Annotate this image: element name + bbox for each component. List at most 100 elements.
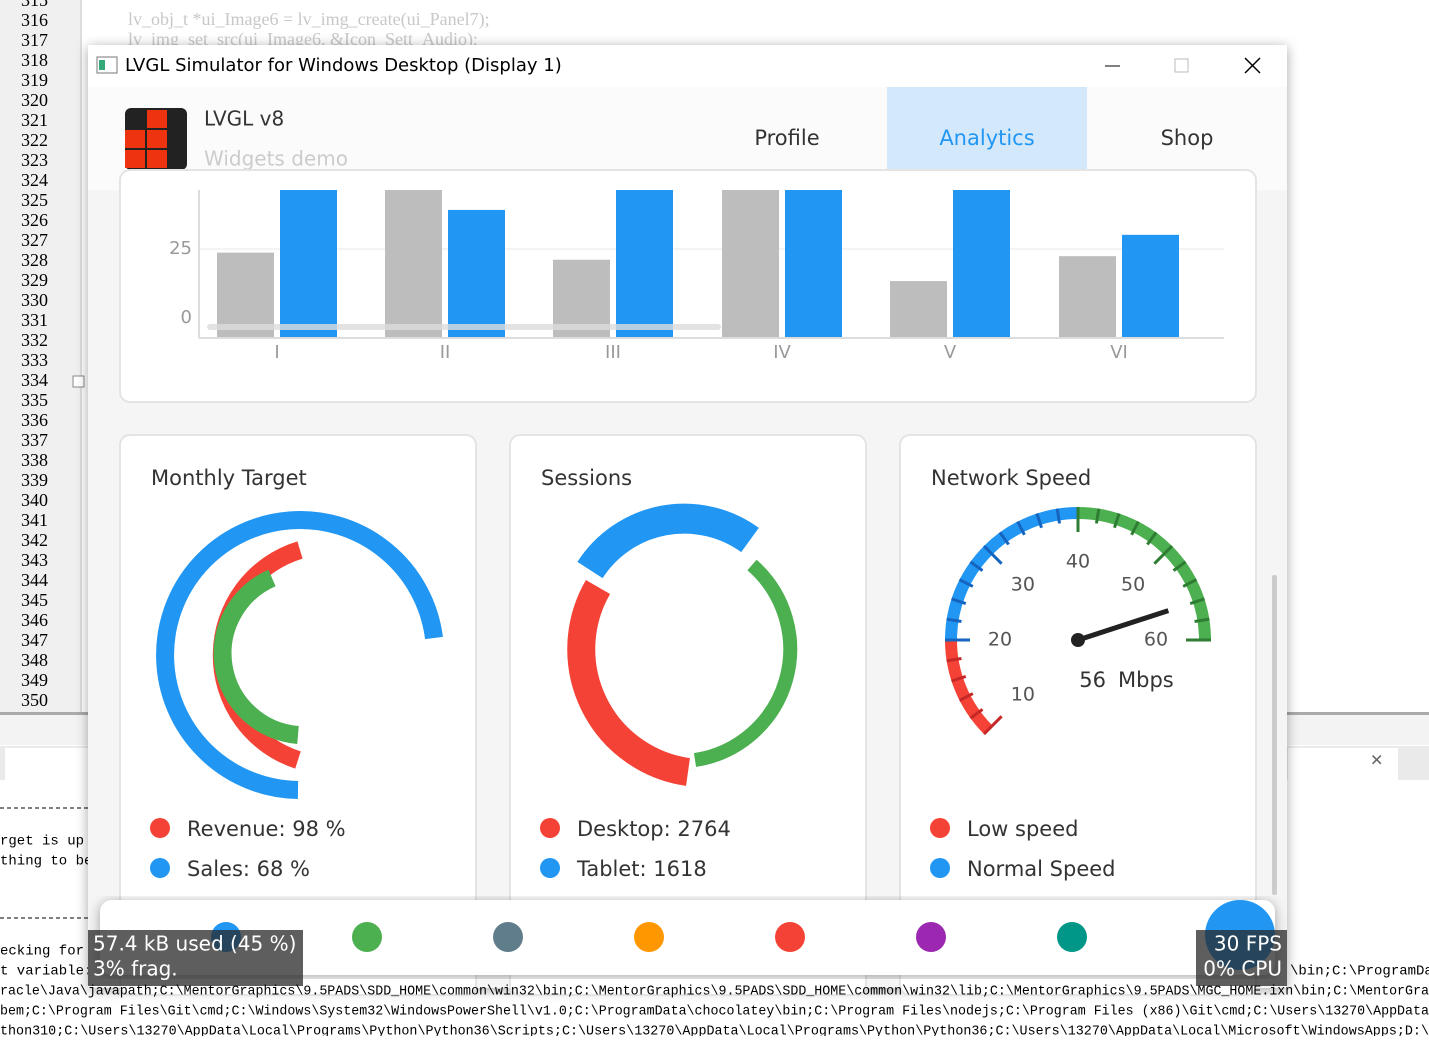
donut-segment: [577, 503, 759, 579]
line-number: 332: [21, 330, 48, 350]
gauge-tick: [1130, 520, 1140, 536]
gauge-tick: [1146, 531, 1158, 546]
color-swatch[interactable]: [1057, 922, 1087, 952]
line-number: 321: [21, 110, 48, 130]
gauge-label: 20: [988, 629, 1012, 651]
logo: [147, 130, 167, 148]
line-number: 322: [21, 130, 48, 150]
x-tick-label: V: [944, 342, 957, 363]
line-number: 347: [21, 630, 48, 650]
line-number: 336: [21, 410, 48, 430]
bar: [280, 190, 337, 338]
gauge-tick: [969, 708, 984, 720]
tab-close[interactable]: ✕: [1370, 751, 1383, 770]
scrollbar: [1272, 575, 1277, 895]
needle-hub: [1071, 633, 1085, 647]
gauge-label: 50: [1121, 573, 1145, 595]
bar: [616, 190, 673, 338]
gauge-tick: [958, 692, 974, 702]
perf-monitor: [1196, 930, 1287, 986]
line-number: 340: [21, 490, 48, 510]
console-line: bem;C:\Program Files\Git\cmd;C:\Windows\…: [0, 1004, 1429, 1020]
line-number: 344: [21, 570, 48, 590]
line-number: 339: [21, 470, 48, 490]
gauge-tick: [1055, 508, 1062, 524]
tab-label: Shop: [1161, 126, 1214, 150]
line-number: 349: [21, 670, 48, 690]
card-title: Network Speed: [931, 466, 1091, 490]
tab-label: Profile: [754, 126, 819, 150]
gauge-label: 10: [1011, 684, 1035, 706]
perf-text: 0% CPU: [1203, 957, 1282, 981]
line-number: 342: [21, 530, 48, 550]
title-bar: [88, 45, 1287, 87]
legend-label: Low speed: [967, 817, 1078, 841]
card-title: Sessions: [541, 466, 632, 490]
legend-dot: [150, 818, 170, 838]
color-swatch[interactable]: [634, 922, 664, 952]
color-swatch[interactable]: [775, 922, 805, 952]
gauge-tick: [1016, 520, 1026, 536]
color-bar: [100, 900, 1275, 975]
card-title: Monthly Target: [151, 466, 307, 490]
line-number: 335: [21, 390, 48, 410]
line-number: 326: [21, 210, 48, 230]
tab[interactable]: [5, 748, 90, 780]
gauge-tick: [946, 617, 962, 624]
color-swatch[interactable]: [916, 922, 946, 952]
legend-label: Revenue: 98 %: [187, 817, 346, 841]
window-title: LVGL Simulator for Windows Desktop (Disp…: [125, 55, 562, 76]
gutter-edge: [80, 0, 82, 712]
gauge-arc: [945, 639, 993, 735]
bar: [217, 252, 274, 338]
gauge-tick: [946, 656, 962, 663]
perf-text: 30 FPS: [1214, 932, 1282, 956]
gauge-tick: [982, 544, 1003, 565]
maximize[interactable]: [1174, 58, 1189, 73]
app-name: LVGL v8: [204, 107, 284, 131]
legend-label: Desktop: 2764: [577, 817, 731, 841]
console-line: \bin;C:\ProgramDat: [1290, 964, 1429, 980]
logo: [125, 130, 145, 148]
line-number: 318: [21, 50, 48, 70]
gauge-tick: [1172, 560, 1187, 572]
logo: [147, 110, 167, 128]
x-tick-label: VI: [1110, 342, 1128, 363]
legend-label: Normal Speed: [967, 857, 1116, 881]
close[interactable]: [1244, 57, 1261, 74]
color-swatch[interactable]: [352, 922, 382, 952]
donut-segment: [567, 579, 691, 786]
gauge-tick: [1153, 544, 1174, 565]
line-number: 338: [21, 450, 48, 470]
legend-dot: [540, 858, 560, 878]
code-line: lv_obj_t *ui_Image6 = lv_img_create(ui_P…: [128, 9, 490, 30]
bar: [953, 190, 1010, 338]
gauge-value: 56: [1079, 668, 1106, 692]
bar: [785, 190, 842, 338]
gauge-label: 60: [1144, 629, 1168, 651]
console-line: ecking for: [0, 944, 84, 960]
gauge-tick: [958, 578, 974, 588]
legend-dot: [930, 818, 950, 838]
line-number: 341: [21, 510, 48, 530]
bar: [448, 209, 505, 338]
color-swatch[interactable]: [493, 922, 523, 952]
y-tick-label: 0: [181, 307, 192, 328]
arc: [213, 569, 299, 744]
bar: [1059, 256, 1116, 338]
tab[interactable]: [1288, 748, 1398, 780]
console-line: thing to be: [0, 854, 92, 870]
x-tick-label: IV: [773, 342, 791, 363]
line-number: 330: [21, 290, 48, 310]
gauge-label: 30: [1011, 573, 1035, 595]
x-tick-label: I: [274, 342, 279, 363]
console-line: racle\Java\javapath;C:\MentorGraphics\9.…: [0, 984, 1429, 1000]
line-number: 324: [21, 170, 48, 190]
legend-dot: [540, 818, 560, 838]
x-tick-label: III: [605, 342, 621, 363]
bar: [385, 190, 442, 338]
y-tick-label: 25: [169, 238, 192, 259]
gauge-tick: [1035, 513, 1043, 529]
gauge-tick: [1182, 578, 1198, 588]
